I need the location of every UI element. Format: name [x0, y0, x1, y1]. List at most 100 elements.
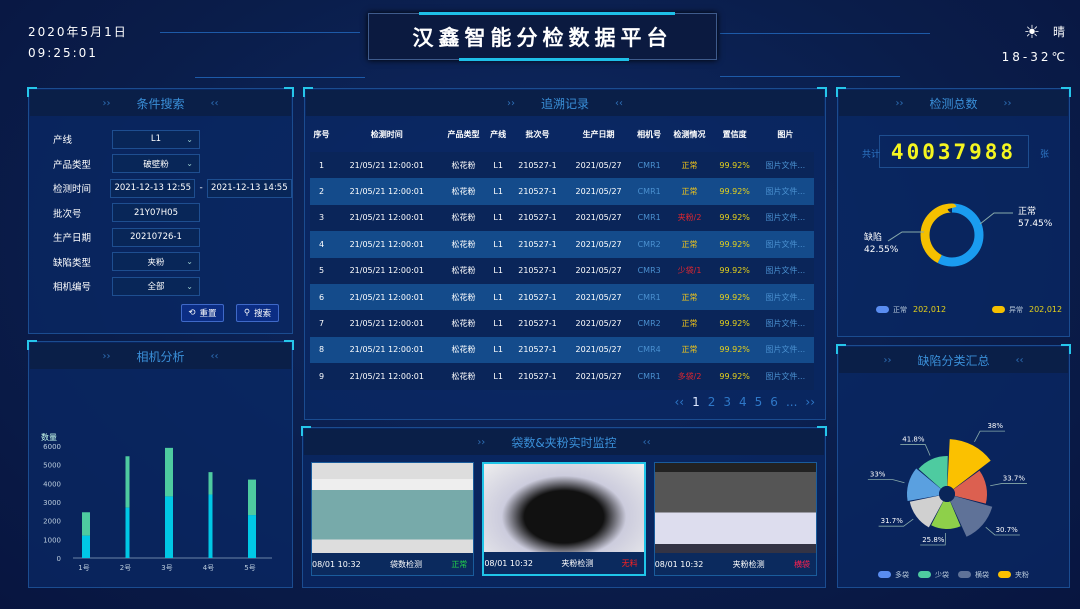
table-row[interactable]: 1 21/05/21 12:00:01 松花粉 L1 210527-1 2021/05/2… — [310, 152, 814, 179]
field-input[interactable]: 20210726-1 — [112, 227, 200, 247]
image-link[interactable]: 图片文件... — [756, 152, 814, 179]
leader-line — [900, 444, 931, 456]
slice-pct-label: 41.8% — [902, 436, 925, 444]
table-cell: 2021/05/27 — [565, 231, 632, 258]
field-select[interactable]: 夹粉 ⌄ — [112, 252, 200, 272]
image-link[interactable]: 图片文件... — [756, 283, 814, 311]
field-select[interactable]: 全部 ⌄ — [112, 276, 200, 296]
card-status: 无料 — [621, 558, 638, 568]
table-cell: 正常 — [666, 310, 713, 337]
table-cell: L1 — [486, 231, 510, 258]
decor-line — [195, 77, 365, 78]
decor-line — [720, 76, 900, 77]
bar-3号-s1 — [165, 447, 173, 497]
chevron-down-icon: ⌄ — [186, 281, 193, 291]
date: 2020年5月1日 — [28, 25, 128, 39]
defect-rose-chart: 38% 33.7% 30.7% 25.8% 31.7% 33% 41.8% 多袋 少袋 横袋 夹粉 — [867, 422, 1029, 579]
table-cell: 9 — [310, 363, 334, 390]
table-cell: 2021/05/27 — [565, 336, 632, 364]
legend-swatch — [878, 571, 891, 578]
image-link[interactable]: 图片文件... — [756, 178, 814, 205]
total-count: 40037988 — [878, 135, 1029, 168]
table-cell: L1 — [486, 152, 510, 179]
panel-title: 追溯记录 — [540, 96, 589, 111]
image-link[interactable]: 图片文件... — [756, 204, 814, 232]
bar-1号-s0 — [82, 535, 90, 558]
field-input-end[interactable]: 2021-12-13 14:55 — [206, 178, 292, 198]
field-input[interactable]: 21Y07H05 — [112, 203, 200, 223]
monitor-card[interactable]: 08/01 10:32 夹粉检测 无料 — [482, 462, 646, 576]
page-3[interactable]: 3 — [723, 395, 732, 409]
table-row[interactable]: 6 21/05/21 12:00:01 松花粉 L1 210527-1 2021/05/2… — [310, 283, 814, 311]
prev-page-icon[interactable]: ‹‹ — [674, 395, 685, 409]
table-row[interactable]: 2 21/05/21 12:00:01 松花粉 L1 210527-1 2021/05/2… — [310, 178, 814, 205]
search-button[interactable]: ⚲ 搜索 — [236, 304, 279, 322]
slice-pct: 42.55% — [864, 245, 899, 255]
form-row: 缺陷类型 夹粉 ⌄ — [53, 250, 292, 275]
table-cell: CMR1 — [631, 204, 667, 232]
table-row[interactable]: 4 21/05/21 12:00:01 松花粉 L1 210527-1 2021/05/2… — [310, 231, 814, 258]
table-row[interactable]: 8 21/05/21 12:00:01 松花粉 L1 210527-1 2021/05/2… — [310, 336, 814, 364]
image-link[interactable]: 图片文件... — [756, 310, 814, 337]
table-cell: 99.92% — [712, 204, 757, 232]
page-4[interactable]: 4 — [739, 395, 747, 409]
temperature: 18-32℃ — [1001, 50, 1068, 64]
table-cell: 夹粉/2 — [666, 204, 713, 232]
page-5[interactable]: 5 — [754, 395, 763, 409]
refresh-icon: ⟲ — [188, 308, 196, 318]
search-panel: ›› 条件搜索 ‹‹ 产线 L1 ⌄ 产品类型 破壁粉 ⌄ 检测时间 2021-12-13 12:… — [27, 87, 294, 334]
image-link[interactable]: 图片文件... — [756, 336, 814, 364]
form-row: 产线 L1 ⌄ — [53, 127, 292, 152]
table-cell: 21/05/21 12:00:01 — [333, 336, 441, 364]
reset-button[interactable]: ⟲ 重置 — [181, 304, 224, 322]
leader-line — [867, 479, 905, 484]
field-select[interactable]: L1 ⌄ — [112, 129, 200, 149]
page-ellipsis[interactable]: ... — [785, 395, 798, 409]
chevron-down-icon: ⌄ — [186, 257, 193, 267]
monitor-card[interactable]: 08/01 10:32 袋数检测 正常 — [311, 462, 475, 576]
table-row[interactable]: 7 21/05/21 12:00:01 松花粉 L1 210527-1 2021/05/2… — [310, 310, 814, 337]
card-caption: 08/01 10:32 夹粉检测 无料 — [484, 552, 644, 574]
legend-label: 少袋 — [935, 570, 949, 579]
page-1[interactable]: 1 — [692, 395, 700, 409]
table-cell: 少袋/1 — [666, 257, 713, 284]
image-link[interactable]: 图片文件... — [756, 257, 814, 284]
image-link[interactable]: 图片文件... — [756, 231, 814, 258]
field-select[interactable]: 破壁粉 ⌄ — [112, 154, 200, 174]
table-row[interactable]: 5 21/05/21 12:00:01 松花粉 L1 210527-1 2021/05/2… — [310, 257, 814, 284]
x-tick-label: 4号 — [203, 564, 214, 572]
image-link[interactable]: 图片文件... — [756, 363, 814, 390]
slice-label: 正常 — [1018, 205, 1036, 217]
table-cell: 210527-1 — [509, 310, 566, 337]
camera-image[interactable] — [484, 464, 644, 552]
table-row[interactable]: 3 21/05/21 12:00:01 松花粉 L1 210527-1 2021/05/2… — [310, 204, 814, 232]
page-2[interactable]: 2 — [707, 395, 716, 409]
field-input[interactable]: 2021-12-13 12:55 — [110, 178, 196, 198]
table-cell: 21/05/21 12:00:01 — [333, 152, 441, 179]
next-page-icon[interactable]: ›› — [805, 395, 815, 409]
field-value: L1 — [150, 134, 162, 145]
table-cell: 松花粉 — [440, 336, 487, 364]
panel-header: ›› 相机分析 ‹‹ — [30, 343, 291, 369]
camera-bar-chart: 数量 0 1000 2000 3000 4000 5000 6000 1号 2号 3号 4号 5号 — [41, 432, 272, 572]
camera-image[interactable] — [312, 463, 474, 553]
monitor-card[interactable]: 08/01 10:32 夹粉检测 横袋 — [653, 462, 818, 576]
table-cell: 21/05/21 12:00:01 — [333, 310, 441, 337]
leader-line — [920, 532, 947, 546]
camera-image[interactable] — [654, 463, 817, 553]
table-cell: 210527-1 — [509, 336, 566, 364]
leader-line — [974, 430, 1006, 442]
table-cell: 4 — [310, 231, 334, 258]
table-cell: 99.92% — [712, 178, 757, 205]
table-cell: CMR1 — [631, 178, 667, 205]
table-cell: 99.92% — [712, 310, 757, 337]
table-row[interactable]: 9 21/05/21 12:00:01 松花粉 L1 210527-1 2021/05/2… — [310, 363, 814, 390]
legend-value: 202,012 — [1029, 305, 1062, 314]
card-type: 夹粉检测 — [561, 558, 594, 568]
form-row: 生产日期 20210726-1 — [53, 225, 292, 250]
table-cell: 松花粉 — [440, 152, 487, 179]
panel-title: 缺陷分类汇总 — [917, 353, 990, 368]
table-cell: L1 — [486, 336, 510, 364]
page-6[interactable]: 6 — [770, 395, 778, 409]
table-cell: 21/05/21 12:00:01 — [333, 363, 441, 390]
